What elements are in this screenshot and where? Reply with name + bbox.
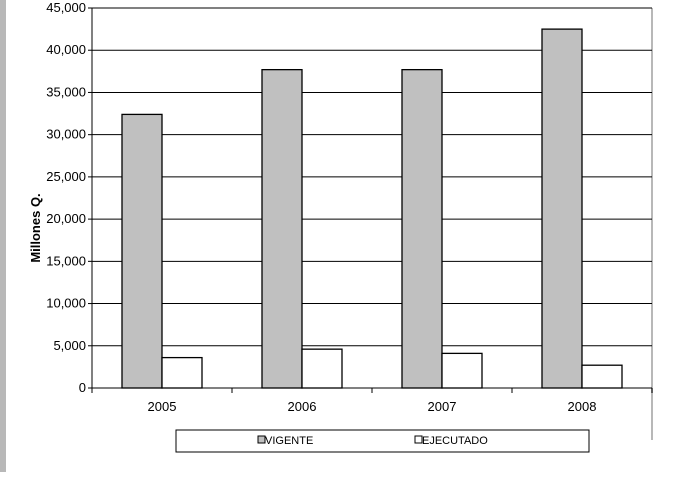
bar-vigente-2006: [261, 68, 303, 389]
legend-swatch-vigente: [257, 435, 266, 444]
y-tick-label: 45,000: [46, 0, 86, 15]
y-tick-label: 30,000: [46, 127, 86, 142]
y-tick-label: 20,000: [46, 211, 86, 226]
tick-labels: 0 5,000 10,000 15,000 20,000 25,000 30,000 35,0…: [46, 0, 596, 414]
bar-vigente-2008: [541, 28, 583, 389]
gridlines: [92, 7, 652, 347]
bar-ejecutado-2005: [161, 356, 203, 389]
left-edge-strip: [0, 0, 6, 472]
legend: VIGENTE EJECUTADO: [175, 429, 590, 453]
y-tick-label: 0: [79, 380, 86, 395]
y-tick-label: 15,000: [46, 253, 86, 268]
y-tick-label: 40,000: [46, 42, 86, 57]
x-tick-label: 2007: [428, 399, 457, 414]
bars: [121, 28, 623, 389]
legend-box: [175, 429, 590, 453]
y-tick-label: 25,000: [46, 169, 86, 184]
y-tick-label: 35,000: [46, 84, 86, 99]
bar-ejecutado-2006: [301, 348, 343, 389]
y-tick-label: 5,000: [53, 338, 86, 353]
x-tick-label: 2005: [148, 399, 177, 414]
x-tick-label: 2006: [288, 399, 317, 414]
bar-vigente-2007: [401, 68, 443, 389]
bar-ejecutado-2008: [581, 364, 623, 389]
legend-swatch-ejecutado: [414, 435, 423, 444]
bar-ejecutado-2007: [441, 352, 483, 389]
legend-label-ejecutado: EJECUTADO: [422, 435, 488, 447]
y-axis-label: Millones Q.: [28, 193, 43, 262]
x-tick-label: 2008: [568, 399, 597, 414]
y-tick-label: 10,000: [46, 296, 86, 311]
legend-label-vigente: VIGENTE: [265, 435, 313, 447]
axes: [88, 7, 653, 393]
bar-vigente-2005: [121, 113, 163, 389]
